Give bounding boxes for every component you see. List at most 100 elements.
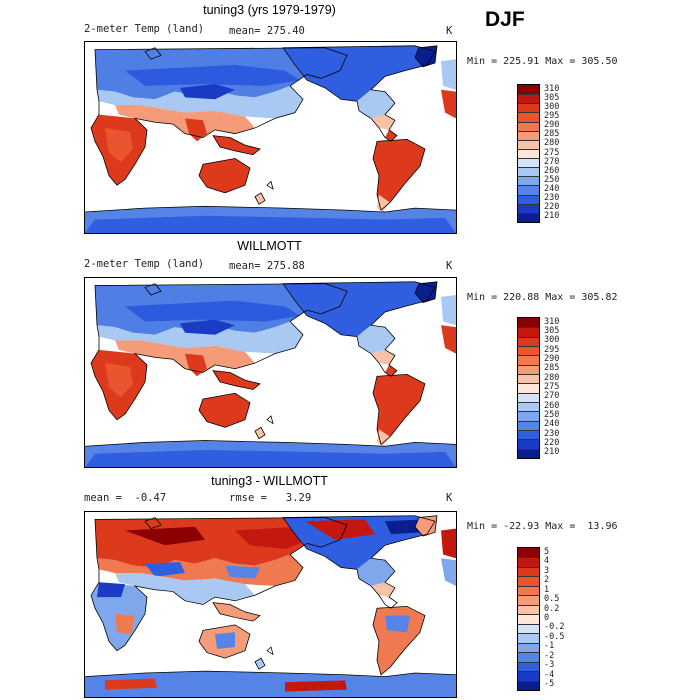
colorbar-swatch	[518, 595, 539, 605]
colorbar-swatch	[518, 158, 539, 168]
panel-1-map-svg	[85, 45, 456, 233]
colorbar-tick-label: 5	[544, 546, 550, 557]
panel-1-map	[84, 41, 457, 234]
colorbar-swatch	[518, 346, 539, 356]
panel-2-minmax: Min = 220.88 Max = 305.82	[467, 292, 618, 303]
panel-2-map-svg	[85, 281, 456, 467]
colorbar-swatch	[518, 383, 539, 393]
colorbar-tick-label: 220	[544, 438, 560, 448]
colorbar-tick-label: 270	[544, 156, 560, 167]
colorbar-swatch	[518, 112, 539, 122]
colorbar-tick-label: 3	[544, 565, 550, 576]
colorbar-tick-label: 230	[544, 428, 560, 439]
colorbar-swatch	[518, 439, 539, 449]
colorbar-swatch	[518, 614, 539, 624]
panel-3-colorbar	[517, 547, 540, 691]
colorbar-swatch	[518, 430, 539, 440]
colorbar-swatch	[518, 448, 539, 458]
colorbar-tick-label: 295	[544, 110, 560, 121]
colorbar-swatch	[518, 121, 539, 131]
colorbar-swatch	[518, 642, 539, 653]
colorbar-swatch	[518, 585, 539, 596]
colorbar-swatch	[518, 355, 539, 365]
colorbar-swatch	[518, 336, 539, 346]
colorbar-swatch	[518, 402, 539, 412]
panel-1-variable-label: 2-meter Temp (land)	[84, 23, 205, 35]
colorbar-swatch	[518, 374, 539, 384]
colorbar-tick-label: 4	[544, 556, 550, 567]
colorbar-tick-label: 285	[544, 129, 560, 140]
colorbar-swatch	[518, 203, 539, 213]
panel-3-minmax: Min = -22.93 Max = 13.96	[467, 521, 618, 532]
colorbar-swatch	[518, 652, 539, 662]
panel-2-units: K	[446, 260, 453, 272]
colorbar-swatch	[518, 318, 539, 328]
colorbar-swatch	[518, 130, 539, 140]
colorbar-tick-label: 0.5	[544, 594, 560, 605]
colorbar-tick-label: 305	[544, 326, 560, 336]
panel-3-map-svg	[85, 515, 456, 697]
colorbar-tick-label: 285	[544, 363, 560, 374]
colorbar-tick-label: 240	[544, 419, 560, 430]
colorbar-tick-label: 275	[544, 382, 560, 392]
panel-3-rmse-label: rmse = 3.29	[229, 492, 312, 504]
panel-2-colorbar	[517, 317, 540, 459]
colorbar-tick-label: 280	[544, 138, 560, 149]
panel-1-title: tuning3 (yrs 1979-1979)	[203, 3, 336, 17]
colorbar-swatch	[518, 212, 539, 222]
colorbar-tick-label: 310	[544, 83, 560, 94]
colorbar-swatch	[518, 185, 539, 195]
colorbar-tick-label: 295	[544, 344, 560, 355]
colorbar-tick-label: 230	[544, 193, 560, 204]
colorbar-tick-label: 290	[544, 120, 560, 131]
colorbar-tick-label: 305	[544, 92, 560, 103]
colorbar-swatch	[518, 671, 539, 681]
panel-2-map	[84, 277, 457, 468]
colorbar-tick-label: 300	[544, 335, 560, 346]
colorbar-swatch	[518, 364, 539, 374]
colorbar-swatch	[518, 420, 539, 430]
colorbar-tick-label: -4	[544, 669, 555, 680]
colorbar-swatch	[518, 548, 539, 558]
colorbar-swatch	[518, 411, 539, 421]
colorbar-tick-label: 260	[544, 165, 560, 176]
colorbar-swatch	[518, 94, 539, 104]
colorbar-swatch	[518, 148, 539, 159]
colorbar-tick-label: -1	[544, 641, 555, 652]
colorbar-swatch	[518, 604, 539, 615]
colorbar-tick-label: -5	[544, 679, 555, 690]
colorbar-swatch	[518, 167, 539, 177]
colorbar-swatch	[518, 661, 539, 672]
colorbar-tick-label: -3	[544, 660, 555, 671]
colorbar-tick-label: -2	[544, 650, 555, 661]
panel-3-units: K	[446, 492, 453, 504]
colorbar-tick-label: 1	[544, 584, 550, 595]
colorbar-tick-label: -0.2	[544, 622, 565, 633]
panel-2-variable-label: 2-meter Temp (land)	[84, 258, 205, 270]
colorbar-tick-label: 280	[544, 372, 560, 383]
colorbar-tick-label: 290	[544, 354, 560, 364]
colorbar-tick-label: 250	[544, 174, 560, 185]
panel-1-colorbar	[517, 84, 540, 223]
colorbar-swatch	[518, 327, 539, 337]
panel-3-mean-label: mean = -0.47	[84, 492, 167, 504]
colorbar-swatch	[518, 139, 539, 149]
colorbar-tick-label: 210	[544, 211, 560, 222]
colorbar-swatch	[518, 557, 539, 567]
colorbar-swatch	[518, 680, 539, 690]
panel-2-mean-label: mean= 275.88	[229, 260, 305, 272]
colorbar-tick-label: 0.2	[544, 603, 560, 614]
colorbar-tick-label: 260	[544, 400, 560, 411]
panel-1-units: K	[446, 25, 453, 37]
panel-3-map	[84, 511, 457, 698]
colorbar-tick-label: 310	[544, 316, 560, 327]
colorbar-swatch	[518, 566, 539, 577]
colorbar-tick-label: 275	[544, 147, 560, 158]
colorbar-tick-label: 270	[544, 391, 560, 402]
colorbar-tick-label: 240	[544, 184, 560, 195]
colorbar-swatch	[518, 85, 539, 95]
panel-2-title: WILLMOTT	[237, 239, 302, 253]
panel-3-title: tuning3 - WILLMOTT	[211, 474, 328, 488]
colorbar-tick-label: 300	[544, 101, 560, 112]
colorbar-tick-label: 0	[544, 613, 550, 623]
